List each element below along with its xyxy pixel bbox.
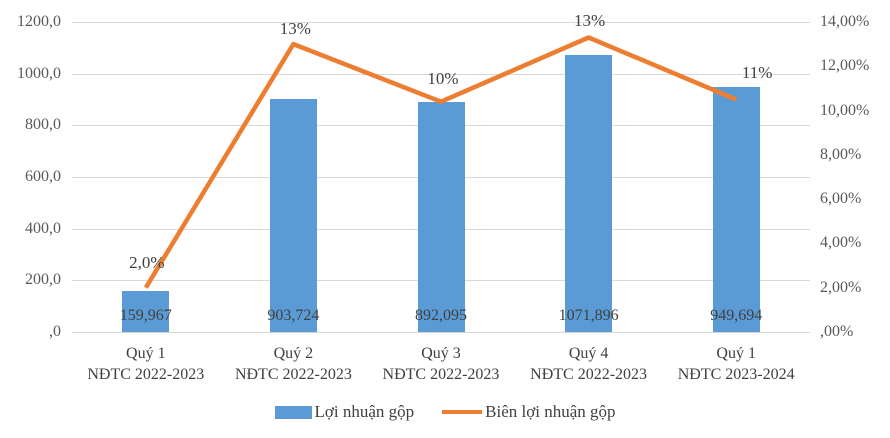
bar	[417, 101, 465, 332]
line-point-label: 13%	[279, 19, 311, 39]
bar	[565, 55, 613, 332]
y-axis-right-tick-label: 6,00%	[820, 190, 862, 208]
line-point-label: 2,0%	[129, 252, 165, 272]
y-axis-right-tick-label: 4,00%	[820, 234, 862, 252]
y-axis-right-tick-label: 2,00%	[820, 278, 862, 296]
legend: Lợi nhuận gộp Biên lợi nhuận gộp	[0, 402, 890, 422]
y-axis-right-tick-label: 14,00%	[820, 13, 870, 30]
bar-value-label: 949,694	[710, 307, 763, 324]
legend-item-bar: Lợi nhuận gộp	[274, 402, 415, 422]
bar	[122, 290, 170, 332]
bar-swatch-icon	[274, 405, 312, 419]
legend-label-bar: Lợi nhuận gộp	[314, 402, 415, 421]
category-line1: Quý 1	[126, 345, 166, 362]
category-line2: NĐTC 2022-2023	[234, 366, 352, 383]
x-axis-category-label: Quý 1 NĐTC 2022-2023	[61, 343, 231, 385]
y-axis-right-tick-label: ,00%	[820, 323, 854, 340]
category-line1: Quý 3	[421, 345, 461, 362]
line-point-label: 10%	[427, 68, 459, 88]
y-axis-left-tick-label: 200,0	[25, 271, 61, 289]
y-axis-left-tick-label: 800,0	[25, 116, 61, 134]
y-axis-right-tick-label: 10,00%	[820, 101, 870, 119]
y-axis-left-tick-label: ,0	[49, 323, 61, 340]
gridline	[72, 22, 810, 23]
category-line1: Quý 1	[716, 345, 756, 362]
category-line1: Quý 4	[568, 345, 609, 362]
bar	[269, 98, 317, 332]
x-axis-category-label: Quý 2 NĐTC 2022-2023	[208, 343, 378, 385]
bar	[712, 86, 760, 332]
bar-value-label: 903,724	[267, 307, 320, 324]
y-axis-left-tick-label: 600,0	[25, 168, 61, 185]
y-axis-right-tick-label: 12,00%	[820, 57, 870, 75]
line-swatch-icon	[442, 410, 483, 414]
legend-label-line: Biên lợi nhuận gộp	[485, 402, 616, 421]
bar-value-label: 892,095	[415, 307, 467, 324]
category-line2: NĐTC 2022-2023	[382, 366, 500, 383]
y-axis-left-tick-label: 1000,0	[17, 64, 61, 82]
y-axis-left-tick-label: 400,0	[25, 219, 61, 237]
x-axis-category-label: Quý 1 NĐTC 2023-2024	[651, 343, 821, 385]
category-line1: Quý 2	[273, 345, 314, 362]
y-axis-left-tick-label: 1200,0	[17, 13, 61, 30]
x-axis-category-label: Quý 4 NĐTC 2022-2023	[504, 343, 674, 385]
category-line2: NĐTC 2023-2024	[677, 366, 795, 383]
category-line2: NĐTC 2022-2023	[87, 366, 205, 383]
bar-value-label: 159,967	[119, 307, 172, 324]
category-line2: NĐTC 2022-2023	[530, 366, 648, 383]
line-point-label: 11%	[741, 62, 773, 82]
gridline	[72, 332, 810, 333]
line-point-label: 13%	[574, 10, 606, 30]
legend-item-line: Biên lợi nhuận gộp	[442, 402, 616, 422]
y-axis-right-tick-label: 8,00%	[820, 145, 862, 163]
bar-value-label: 1071,896	[558, 307, 619, 324]
x-axis-category-label: Quý 3 NĐTC 2022-2023	[356, 343, 526, 385]
